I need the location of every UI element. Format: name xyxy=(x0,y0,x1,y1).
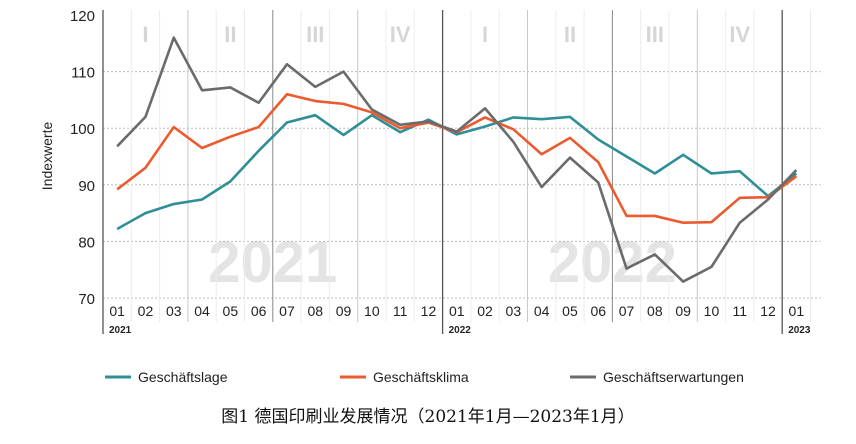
quarter-label: II xyxy=(564,22,576,47)
quarter-label: IV xyxy=(729,22,750,47)
x-tick-label: 07 xyxy=(279,303,295,319)
y-tick-label: 110 xyxy=(71,65,95,82)
x-tick-label: 02 xyxy=(477,303,493,319)
x-tick-label: 05 xyxy=(223,303,239,319)
x-tick-label: 06 xyxy=(590,303,606,319)
y-tick-label: 120 xyxy=(70,8,95,25)
x-tick-label: 09 xyxy=(336,303,352,319)
legend-label: Geschäftsklima xyxy=(373,369,469,385)
year-label: 2022 xyxy=(449,325,472,336)
figure-caption: 图1 德国印刷业发展情况（2021年1月—2023年1月） xyxy=(221,407,635,427)
x-tick-label: 03 xyxy=(166,303,182,319)
x-tick-label: 10 xyxy=(364,303,380,319)
x-tick-label: 12 xyxy=(421,303,437,319)
x-tick-label: 05 xyxy=(562,303,578,319)
quarter-label: III xyxy=(306,22,324,47)
quarter-label: IV xyxy=(390,22,411,47)
x-tick-label: 06 xyxy=(251,303,267,319)
y-tick-label: 70 xyxy=(78,291,95,308)
x-tick-label: 10 xyxy=(704,303,720,319)
x-tick-label: 08 xyxy=(647,303,663,319)
x-tick-label: 12 xyxy=(760,303,776,319)
x-tick-label: 04 xyxy=(534,303,550,319)
x-tick-label: 09 xyxy=(675,303,691,319)
y-tick-label: 90 xyxy=(78,178,95,195)
x-tick-label: 01 xyxy=(789,303,805,319)
year-label: 2021 xyxy=(109,325,132,336)
x-tick-label: 11 xyxy=(732,303,747,319)
legend-label: Geschäftslage xyxy=(138,369,228,385)
y-tick-label: 80 xyxy=(78,234,95,251)
quarter-label: I xyxy=(482,22,488,47)
x-tick-label: 03 xyxy=(506,303,522,319)
x-tick-label: 08 xyxy=(307,303,323,319)
year-label: 2023 xyxy=(788,325,811,336)
x-tick-label: 01 xyxy=(109,303,125,319)
quarter-label: III xyxy=(646,22,664,47)
legend-label: Geschäftserwartungen xyxy=(603,369,744,385)
y-axis-label: Indexwerte xyxy=(39,122,55,191)
x-tick-label: 02 xyxy=(138,303,154,319)
x-tick-label: 07 xyxy=(619,303,635,319)
quarter-label: II xyxy=(224,22,236,47)
y-tick-label: 100 xyxy=(70,121,95,138)
series-line-1 xyxy=(116,92,798,225)
quarter-label: I xyxy=(142,22,148,47)
x-tick-label: 04 xyxy=(194,303,210,319)
x-tick-label: 11 xyxy=(393,303,408,319)
x-tick-label: 01 xyxy=(449,303,465,319)
